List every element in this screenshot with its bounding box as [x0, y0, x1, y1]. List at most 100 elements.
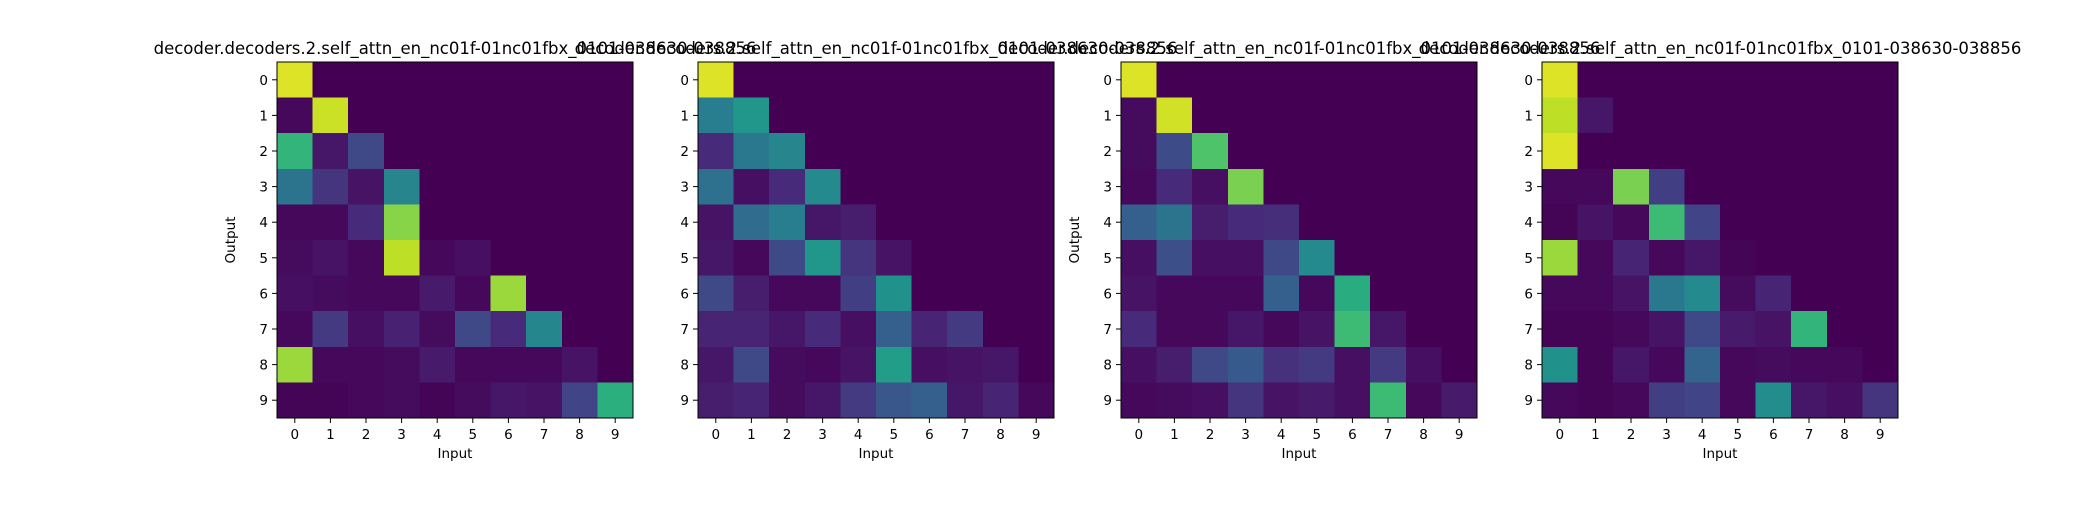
heatmap-cell: [1826, 240, 1863, 277]
x-axis-label: Input: [1703, 446, 1738, 462]
heatmap-cell: [1720, 168, 1757, 205]
y-tick-label: 8: [680, 358, 689, 374]
heatmap-cell: [277, 346, 314, 383]
heatmap-cell: [1441, 204, 1478, 241]
heatmap-cell: [911, 168, 948, 205]
heatmap-cell: [911, 382, 948, 419]
x-tick-label: 6: [1348, 427, 1357, 443]
x-tick-label: 7: [1384, 427, 1393, 443]
heatmap-cell: [348, 311, 385, 348]
heatmap-cell: [876, 204, 913, 241]
heatmap-cell: [1299, 168, 1336, 205]
heatmap-cell: [1121, 275, 1158, 312]
heatmap-cell: [383, 311, 420, 348]
heatmap-cell: [1577, 204, 1614, 241]
heatmap-cell: [1299, 97, 1336, 134]
heatmap-cell: [1192, 97, 1229, 134]
heatmap-cell: [769, 275, 806, 312]
heatmap-cell: [698, 133, 735, 170]
heatmap-cell: [876, 311, 913, 348]
x-tick-label: 2: [1206, 427, 1215, 443]
y-tick-label: 1: [1103, 108, 1112, 124]
x-tick-label: 3: [1662, 427, 1671, 443]
heatmap-cell: [526, 382, 563, 419]
heatmap-cell: [277, 240, 314, 277]
x-tick-label: 4: [1277, 427, 1286, 443]
heatmap-cell: [277, 311, 314, 348]
chart-title: decoder.decoders.2.self_attn_en_nc01f-01…: [998, 39, 1601, 59]
heatmap-cell: [1613, 240, 1650, 277]
heatmap-cell: [1862, 62, 1899, 99]
heatmap-cell: [1862, 275, 1899, 312]
heatmap-cell: [1192, 204, 1229, 241]
heatmap-cell: [1613, 97, 1650, 134]
heatmap-cell: [1156, 311, 1193, 348]
heatmap-cell: [1405, 133, 1442, 170]
heatmap-cell: [1334, 382, 1371, 419]
heatmap-cell: [1334, 97, 1371, 134]
heatmap-cell: [1755, 346, 1792, 383]
heatmap-cell: [348, 346, 385, 383]
heatmap-cell: [1542, 311, 1579, 348]
heatmap-cell: [876, 133, 913, 170]
heatmap-cell: [1755, 97, 1792, 134]
heatmap-cell: [698, 240, 735, 277]
y-tick-label: 5: [680, 251, 689, 267]
heatmap-cell: [1648, 133, 1685, 170]
heatmap-cell: [947, 240, 984, 277]
heatmap-cell: [1542, 275, 1579, 312]
y-tick-label: 2: [1103, 144, 1112, 160]
heatmap-cell: [1684, 382, 1721, 419]
heatmap-cell: [1826, 275, 1863, 312]
y-tick-label: 1: [680, 108, 689, 124]
heatmap-cell: [1156, 204, 1193, 241]
heatmap-cell: [383, 275, 420, 312]
heatmap-cell: [597, 275, 634, 312]
x-axis-label: Input: [438, 446, 473, 462]
heatmap-cell: [804, 133, 841, 170]
heatmap-cell: [733, 168, 770, 205]
heatmap-cell: [804, 168, 841, 205]
heatmap-cell: [455, 62, 492, 99]
heatmap-cell: [733, 382, 770, 419]
heatmap-cell: [312, 133, 349, 170]
heatmap-cell: [1862, 204, 1899, 241]
heatmap-cell: [1299, 204, 1336, 241]
heatmap-cell: [1018, 346, 1055, 383]
heatmap-cell: [419, 275, 456, 312]
heatmap-cell: [733, 133, 770, 170]
heatmap-cell: [1121, 168, 1158, 205]
heatmap-cell: [383, 240, 420, 277]
heatmap-cell: [526, 240, 563, 277]
heatmap-cell: [1299, 240, 1336, 277]
heatmap-cell: [348, 133, 385, 170]
heatmap-cell: [947, 311, 984, 348]
heatmap-cell: [840, 204, 877, 241]
heatmap-cell: [840, 346, 877, 383]
heatmap-cell: [490, 97, 527, 134]
heatmap-cell: [1263, 97, 1300, 134]
heatmap-cell: [769, 311, 806, 348]
heatmap-cell: [1227, 168, 1264, 205]
heatmap-cell: [1334, 62, 1371, 99]
heatmap-cell: [1018, 62, 1055, 99]
heatmap-cell: [1648, 346, 1685, 383]
heatmap-cell: [490, 168, 527, 205]
heatmap-cell: [348, 275, 385, 312]
heatmap-cell: [1862, 346, 1899, 383]
y-tick-label: 9: [680, 393, 689, 409]
heatmap-cell: [312, 62, 349, 99]
x-tick-label: 8: [1419, 427, 1428, 443]
heatmap-cell: [1192, 133, 1229, 170]
heatmap-cell: [1684, 346, 1721, 383]
heatmap-cell: [1441, 62, 1478, 99]
heatmap-cell: [1441, 168, 1478, 205]
heatmap-cell: [947, 204, 984, 241]
heatmap-cell: [840, 62, 877, 99]
heatmap-cell: [455, 346, 492, 383]
heatmap-cell: [982, 97, 1019, 134]
heatmap-cell: [1299, 346, 1336, 383]
heatmap-cell: [1334, 311, 1371, 348]
heatmap-cell: [982, 133, 1019, 170]
heatmap-cell: [1826, 204, 1863, 241]
